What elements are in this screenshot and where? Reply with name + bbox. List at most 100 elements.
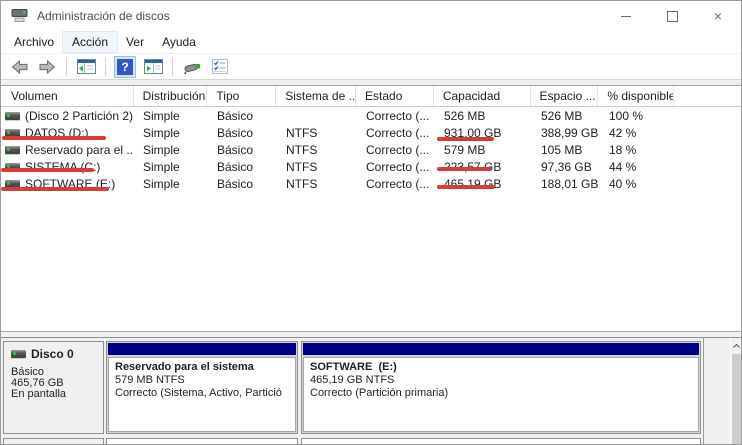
cell-tipo: Básico	[217, 125, 254, 140]
cell-sistema: NTFS	[286, 176, 318, 191]
disk-management-app-icon	[10, 8, 30, 24]
menu-ayuda[interactable]: Ayuda	[162, 35, 196, 49]
help-button[interactable]: ?	[113, 55, 137, 79]
back-button[interactable]	[7, 55, 31, 79]
maximize-icon	[666, 10, 678, 22]
column-header-disponible[interactable]: % disponible	[598, 86, 675, 106]
disk0-info-cell[interactable]: Disco 0 Básico 465,76 GB En pantalla	[3, 341, 104, 434]
properties-list-icon	[212, 59, 228, 74]
forward-button[interactable]	[35, 55, 59, 79]
toolbar: ?	[1, 53, 741, 80]
disk1-partition-partial	[106, 438, 298, 444]
cell-disponible: 40 %	[609, 176, 637, 191]
toolbar-separator	[66, 57, 67, 76]
menu-archivo[interactable]: Archivo	[14, 35, 55, 49]
rescan-disks-button[interactable]	[180, 55, 204, 79]
volume-icon	[5, 145, 20, 154]
cell-tipo: Básico	[217, 108, 254, 123]
show-hide-console-tree-button[interactable]	[74, 55, 98, 79]
cell-sistema: NTFS	[286, 142, 318, 157]
volume-list: Volumen Distribución Tipo Sistema de ...…	[1, 85, 741, 332]
disk-status: En pantalla	[11, 388, 67, 400]
action-pane-icon	[143, 59, 163, 74]
partition-title: Reservado para el sistema	[115, 361, 254, 373]
volume-icon	[5, 179, 20, 188]
minimize-icon	[621, 15, 631, 17]
cell-sistema: NTFS	[286, 159, 318, 174]
column-header-volumen[interactable]: Volumen	[1, 86, 134, 106]
maximize-button[interactable]	[649, 1, 695, 31]
disk1-info-cell-partial	[3, 438, 104, 444]
menu-accion[interactable]: Acción	[62, 31, 119, 53]
minimize-button[interactable]	[603, 1, 649, 31]
disk-size: 465,76 GB	[11, 377, 64, 389]
column-header-tipo[interactable]: Tipo	[207, 86, 277, 106]
annotation-underline-931gb	[437, 137, 494, 141]
column-header-espacio[interactable]: Espacio ...	[531, 86, 599, 106]
cell-estado: Correcto (...	[366, 176, 430, 191]
disk-name: Disco 0	[31, 347, 74, 361]
cell-distribucion: Simple	[143, 142, 180, 157]
cell-tipo: Básico	[217, 176, 254, 191]
cell-disponible: 18 %	[609, 142, 637, 157]
partition-reservado[interactable]: Reservado para el sistema 579 MB NTFS Co…	[106, 341, 298, 434]
volume-row-disco2-particion2[interactable]: (Disco 2 Partición 2) Simple Básico Corr…	[1, 107, 741, 124]
cell-distribucion: Simple	[143, 176, 180, 191]
cell-estado: Correcto (...	[366, 108, 430, 123]
partition-status: Correcto (Sistema, Activo, Partició	[115, 387, 282, 399]
cell-distribucion: Simple	[143, 159, 180, 174]
annotation-underline-223gb	[437, 167, 492, 171]
cell-tipo: Básico	[217, 142, 254, 157]
disk-type: Básico	[11, 366, 45, 378]
column-header-empty[interactable]	[674, 86, 741, 106]
volume-icon	[5, 162, 20, 171]
volume-name: Reservado para el ...	[25, 142, 134, 157]
cell-tipo: Básico	[217, 159, 254, 174]
annotation-underline-465gb	[437, 185, 495, 189]
title-bar: Administración de discos ×	[1, 1, 741, 31]
volume-name: (Disco 2 Partición 2)	[25, 108, 134, 123]
cell-estado: Correcto (...	[366, 125, 430, 140]
volume-row-sistema[interactable]: SISTEMA (C:) Simple Básico NTFS Correcto…	[1, 158, 741, 175]
properties-list-button[interactable]	[208, 55, 232, 79]
cell-distribucion: Simple	[143, 108, 180, 123]
graph-area-right-border	[703, 338, 704, 444]
cell-disponible: 100 %	[609, 108, 644, 123]
partition-status: Correcto (Partición primaria)	[310, 387, 449, 399]
partition-software[interactable]: SOFTWARE (E:) 465,19 GB NTFS Correcto (P…	[301, 341, 701, 434]
cell-distribucion: Simple	[143, 125, 180, 140]
cell-espacio: 97,36 GB	[541, 159, 592, 174]
scroll-up-button[interactable]	[731, 338, 741, 353]
menu-ver[interactable]: Ver	[126, 35, 145, 49]
cell-capacidad: 931,00 GB	[444, 125, 502, 140]
scrollbar-thumb[interactable]	[732, 354, 741, 444]
cell-capacidad: 526 MB	[444, 108, 486, 123]
disk-icon	[11, 350, 26, 358]
vertical-scrollbar[interactable]	[730, 338, 741, 444]
partition-title: SOFTWARE (E:)	[310, 361, 397, 373]
volume-icon	[5, 128, 20, 137]
scroll-up-icon	[732, 343, 740, 348]
cell-disponible: 42 %	[609, 125, 637, 140]
close-icon: ×	[713, 8, 723, 24]
rescan-disks-icon	[183, 63, 201, 74]
partition-color-bar	[108, 343, 296, 355]
column-header-sistema[interactable]: Sistema de ...	[276, 86, 357, 106]
volume-list-header: Volumen Distribución Tipo Sistema de ...…	[1, 86, 741, 107]
volume-row-reservado[interactable]: Reservado para el ... Simple Básico NTFS…	[1, 141, 741, 158]
graphical-view-panel: Disco 0 Básico 465,76 GB En pantalla Res…	[1, 338, 741, 444]
cell-estado: Correcto (...	[366, 142, 430, 157]
cell-espacio: 188,01 GB	[541, 176, 599, 191]
show-hide-action-pane-button[interactable]	[141, 55, 165, 79]
volume-icon	[5, 111, 20, 120]
column-header-estado[interactable]: Estado	[356, 86, 434, 106]
volume-row-software[interactable]: SOFTWARE (E:) Simple Básico NTFS Correct…	[1, 175, 741, 192]
pane-splitter[interactable]	[1, 332, 741, 338]
column-header-distribucion[interactable]: Distribución	[134, 86, 208, 106]
column-header-capacidad[interactable]: Capacidad	[434, 86, 531, 106]
volume-row-datos[interactable]: DATOS (D:) Simple Básico NTFS Correcto (…	[1, 124, 741, 141]
close-button[interactable]: ×	[695, 1, 741, 31]
toolbar-separator	[172, 57, 173, 76]
menu-bar: Archivo Acción Ver Ayuda	[1, 31, 741, 53]
console-tree-icon	[76, 59, 96, 74]
